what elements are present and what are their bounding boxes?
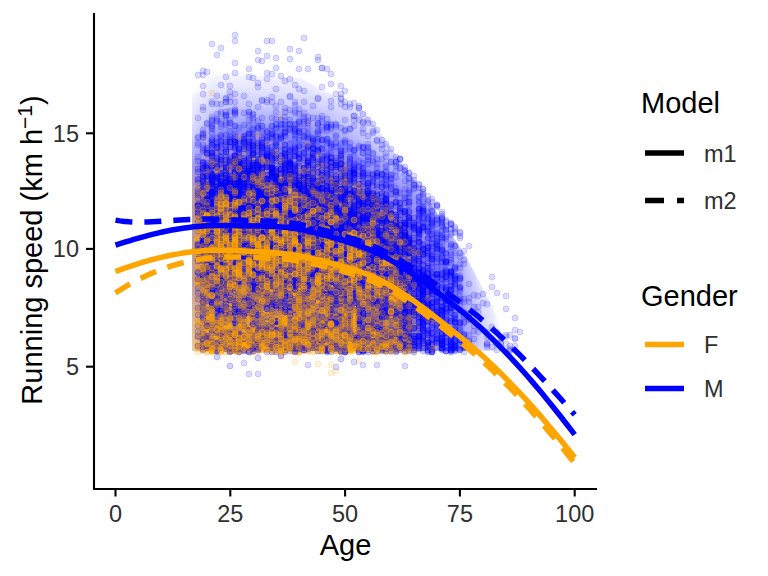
svg-text:m1: m1 xyxy=(704,141,737,167)
svg-text:100: 100 xyxy=(555,501,594,527)
svg-text:Running speed (km h−1): Running speed (km h−1) xyxy=(13,95,48,404)
svg-text:M: M xyxy=(704,376,724,402)
svg-text:m2: m2 xyxy=(704,188,737,214)
svg-text:0: 0 xyxy=(109,501,122,527)
svg-text:Model: Model xyxy=(641,87,720,119)
svg-text:50: 50 xyxy=(332,501,358,527)
svg-text:5: 5 xyxy=(66,354,79,380)
svg-text:75: 75 xyxy=(447,501,473,527)
svg-text:25: 25 xyxy=(217,501,243,527)
svg-text:Gender: Gender xyxy=(641,280,738,312)
svg-text:Age: Age xyxy=(320,529,372,561)
svg-text:10: 10 xyxy=(53,236,79,262)
svg-text:F: F xyxy=(704,332,718,358)
svg-text:15: 15 xyxy=(53,121,79,147)
